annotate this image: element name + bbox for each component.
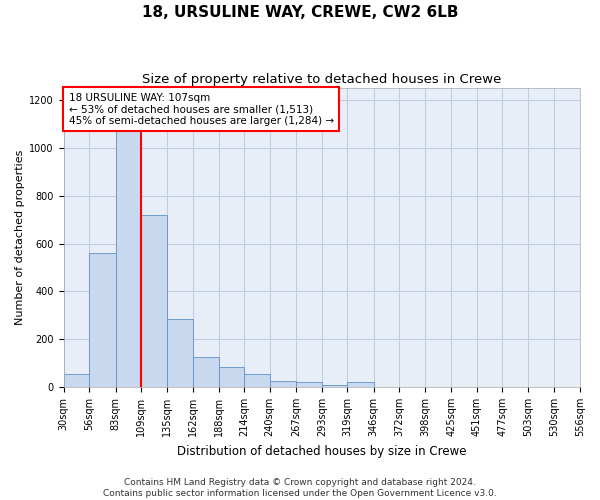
Text: Contains HM Land Registry data © Crown copyright and database right 2024.
Contai: Contains HM Land Registry data © Crown c… — [103, 478, 497, 498]
Bar — [64, 374, 89, 387]
Bar — [193, 357, 218, 387]
Bar — [218, 366, 244, 387]
Bar — [141, 215, 167, 387]
Text: 18, URSULINE WAY, CREWE, CW2 6LB: 18, URSULINE WAY, CREWE, CW2 6LB — [142, 5, 458, 20]
Y-axis label: Number of detached properties: Number of detached properties — [15, 150, 25, 326]
Bar — [167, 319, 193, 387]
Bar — [116, 102, 141, 387]
Bar — [347, 382, 374, 387]
Bar — [296, 382, 322, 387]
Title: Size of property relative to detached houses in Crewe: Size of property relative to detached ho… — [142, 72, 502, 86]
Text: 18 URSULINE WAY: 107sqm
← 53% of detached houses are smaller (1,513)
45% of semi: 18 URSULINE WAY: 107sqm ← 53% of detache… — [68, 92, 334, 126]
Bar — [244, 374, 270, 387]
Bar — [322, 384, 347, 387]
X-axis label: Distribution of detached houses by size in Crewe: Distribution of detached houses by size … — [177, 444, 467, 458]
Bar — [89, 253, 116, 387]
Bar — [270, 381, 296, 387]
